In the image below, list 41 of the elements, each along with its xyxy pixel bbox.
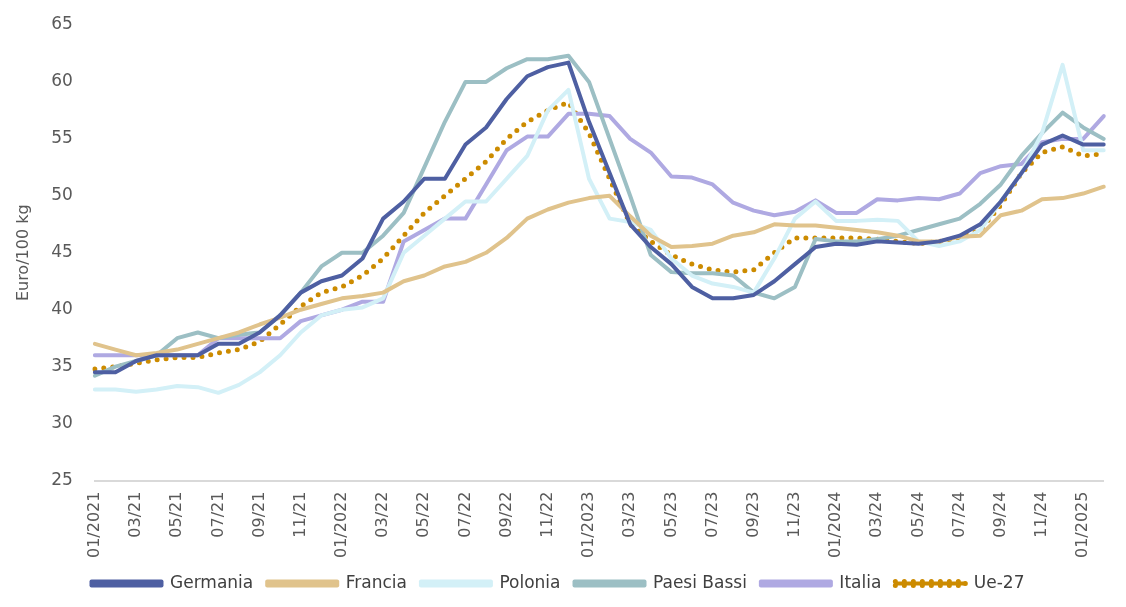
x-tick-label: 01/2025 — [1072, 491, 1092, 558]
y-axis-title: Euro/100 kg — [12, 204, 32, 302]
x-tick-label: 11/22 — [536, 491, 556, 538]
x-tick-label: 07/21 — [207, 491, 227, 538]
x-tick-label: 11/23 — [784, 491, 804, 538]
x-tick-label: 09/22 — [495, 491, 515, 538]
x-tick-label: 03/23 — [619, 491, 639, 538]
y-tick-label: 45 — [51, 241, 73, 262]
y-tick-label: 35 — [51, 355, 73, 376]
x-tick-label: 01/2021 — [83, 491, 103, 558]
x-tick-label: 07/24 — [948, 491, 968, 538]
y-tick-label: 50 — [51, 184, 73, 205]
y-tick-label: 25 — [51, 468, 73, 489]
x-tick-label: 05/24 — [907, 491, 927, 538]
legend-label: Polonia — [499, 571, 561, 592]
y-tick-label: 30 — [51, 412, 73, 433]
legend-label: Paesi Bassi — [653, 571, 747, 592]
legend-label: Francia — [345, 571, 407, 592]
x-tick-label: 03/22 — [372, 491, 392, 538]
x-tick-label: 01/2023 — [578, 491, 598, 558]
legend-label: Ue-27 — [973, 571, 1025, 592]
x-tick-label: 09/24 — [990, 491, 1009, 538]
x-tick-label: 07/22 — [454, 491, 474, 538]
x-tick-label: 05/21 — [166, 491, 186, 538]
x-tick-label: 07/23 — [701, 491, 721, 538]
x-tick-label: 09/23 — [742, 491, 762, 538]
y-tick-label: 65 — [51, 13, 73, 34]
x-tick-label: 01/2022 — [331, 491, 351, 558]
legend-label: Germania — [170, 571, 254, 592]
x-tick-label: 05/22 — [413, 491, 433, 538]
x-tick-label: 03/24 — [866, 491, 886, 538]
x-tick-label: 03/21 — [125, 491, 145, 538]
y-tick-label: 40 — [51, 298, 73, 319]
x-tick-label: 11/24 — [1031, 491, 1051, 538]
x-tick-label: 11/21 — [289, 491, 309, 538]
x-tick-label: 01/2024 — [825, 491, 845, 558]
x-tick-label: 05/23 — [660, 491, 680, 538]
x-tick-label: 09/21 — [248, 491, 268, 538]
y-tick-label: 55 — [51, 127, 73, 148]
y-tick-label: 60 — [51, 70, 73, 91]
legend-label: Italia — [839, 571, 882, 592]
